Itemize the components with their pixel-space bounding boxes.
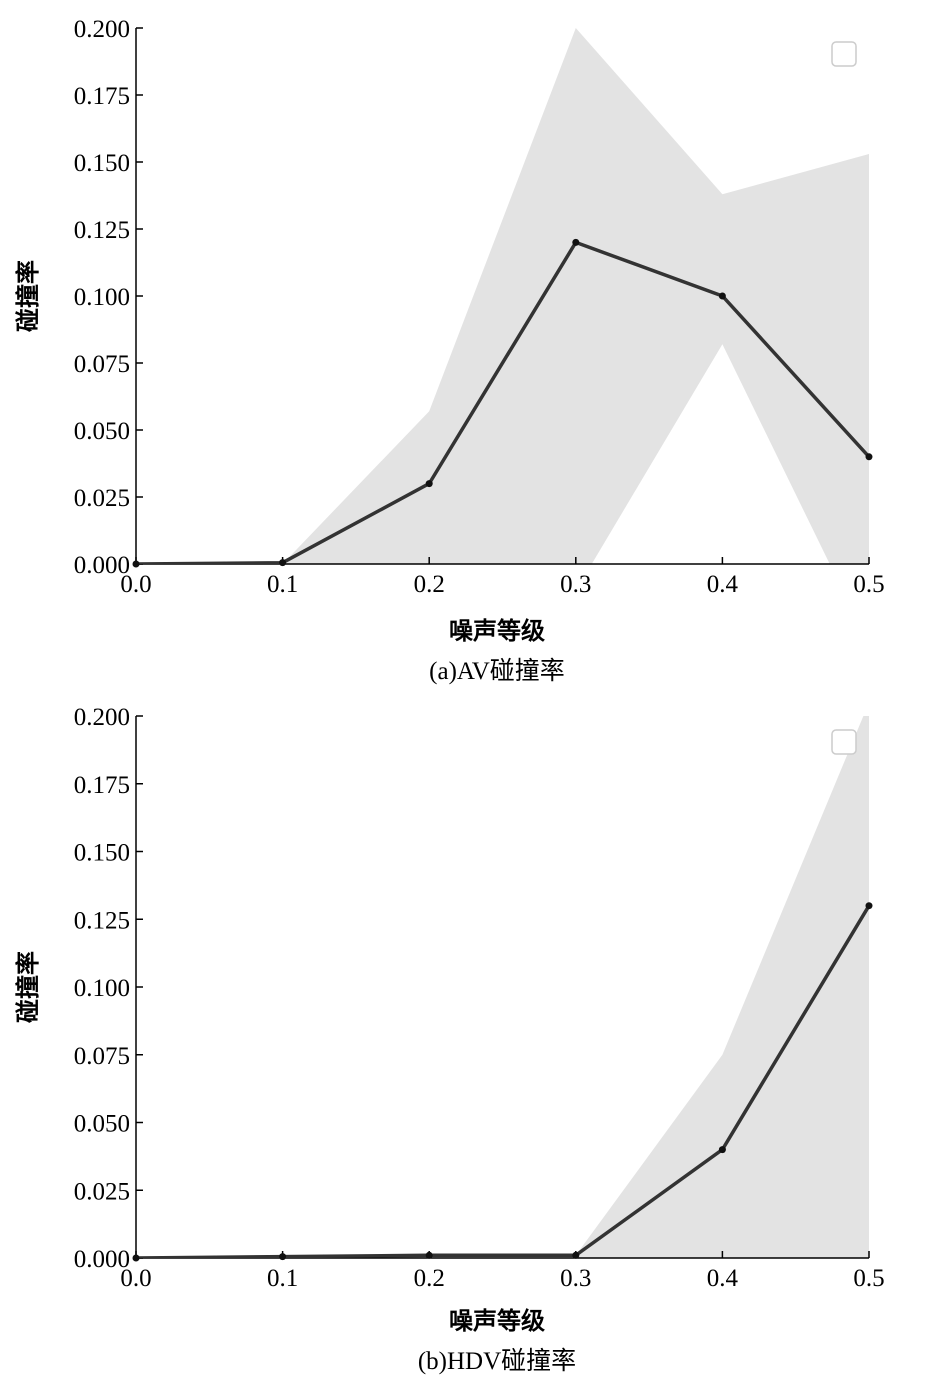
x-ticks: 0.0 0.1 0.2 0.3 0.4 0.5: [120, 557, 885, 598]
x-axis-label: 噪声等级: [449, 1307, 545, 1335]
y-tick-label: 0.000: [74, 552, 130, 579]
y-tick-label: 0.200: [74, 16, 130, 43]
chart-caption: (b)HDV碰撞率: [418, 1347, 576, 1375]
x-tick-label: 0.1: [267, 1265, 298, 1292]
legend-box: [831, 41, 857, 67]
x-axis-label: 噪声等级: [449, 617, 545, 645]
y-tick-label: 0.125: [74, 907, 130, 934]
y-axis-label: 碰撞率: [14, 260, 42, 332]
data-point: [572, 238, 580, 246]
x-tick-label: 0.5: [853, 571, 884, 598]
data-points: [132, 902, 873, 1262]
x-tick-label: 0.5: [853, 1265, 884, 1292]
y-tick-label: 0.000: [74, 1246, 130, 1273]
y-tick-label: 0.100: [74, 284, 130, 311]
chart-panel-av: 0.000 0.025 0.050 0.075 0.100 0.125 0.150 0.175…: [0, 0, 949, 690]
chart-svg-av: 0.000 0.025 0.050 0.075 0.100 0.125 0.150 0.175…: [14, 16, 885, 685]
series-line: [136, 240, 869, 564]
y-ticks: 0.000 0.025 0.050 0.075 0.100 0.125 0.150 0.175…: [74, 704, 143, 1273]
confidence-band: [136, 716, 869, 1258]
y-tick-label: 0.150: [74, 840, 130, 867]
chart-svg-hdv: 0.000 0.025 0.050 0.075 0.100 0.125 0.150 0.175…: [14, 704, 885, 1375]
y-tick-label: 0.025: [74, 485, 130, 512]
data-point: [865, 902, 873, 910]
y-tick-label: 0.175: [74, 772, 130, 799]
y-tick-label: 0.050: [74, 1111, 130, 1138]
data-point: [718, 292, 726, 300]
y-tick-label: 0.150: [74, 150, 130, 177]
data-point: [279, 1253, 287, 1261]
x-ticks: 0.0 0.1 0.2 0.3 0.4 0.5: [120, 1251, 885, 1292]
y-tick-label: 0.200: [74, 704, 130, 731]
y-tick-label: 0.075: [74, 351, 130, 378]
data-point: [572, 1251, 580, 1259]
data-point: [132, 1254, 140, 1262]
data-point: [425, 480, 433, 488]
chart-caption: (a)AV碰撞率: [429, 657, 565, 685]
y-tick-label: 0.175: [74, 83, 130, 110]
data-point: [279, 559, 287, 567]
y-tick-label: 0.075: [74, 1043, 130, 1070]
confidence-band: [136, 28, 869, 564]
data-point: [865, 453, 873, 461]
chart-panel-hdv: 0.000 0.025 0.050 0.075 0.100 0.125 0.150 0.175…: [0, 690, 949, 1392]
data-point: [132, 560, 140, 568]
x-tick-label: 0.1: [267, 571, 298, 598]
data-point: [718, 1146, 726, 1154]
series-line: [136, 904, 869, 1258]
x-tick-label: 0.2: [414, 1265, 445, 1292]
x-tick-label: 0.3: [560, 571, 591, 598]
y-tick-label: 0.050: [74, 418, 130, 445]
legend-box: [831, 729, 857, 755]
y-tick-label: 0.025: [74, 1178, 130, 1205]
y-tick-label: 0.125: [74, 217, 130, 244]
data-points: [132, 238, 873, 568]
y-tick-label: 0.100: [74, 975, 130, 1002]
y-axis-label: 碰撞率: [14, 951, 42, 1023]
x-tick-label: 0.4: [707, 1265, 739, 1292]
x-tick-label: 0.3: [560, 1265, 591, 1292]
x-tick-label: 0.0: [120, 571, 151, 598]
x-tick-label: 0.2: [414, 571, 445, 598]
data-point: [425, 1251, 433, 1259]
y-ticks: 0.000 0.025 0.050 0.075 0.100 0.125 0.150 0.175…: [74, 16, 143, 579]
x-tick-label: 0.0: [120, 1265, 151, 1292]
x-tick-label: 0.4: [707, 571, 739, 598]
